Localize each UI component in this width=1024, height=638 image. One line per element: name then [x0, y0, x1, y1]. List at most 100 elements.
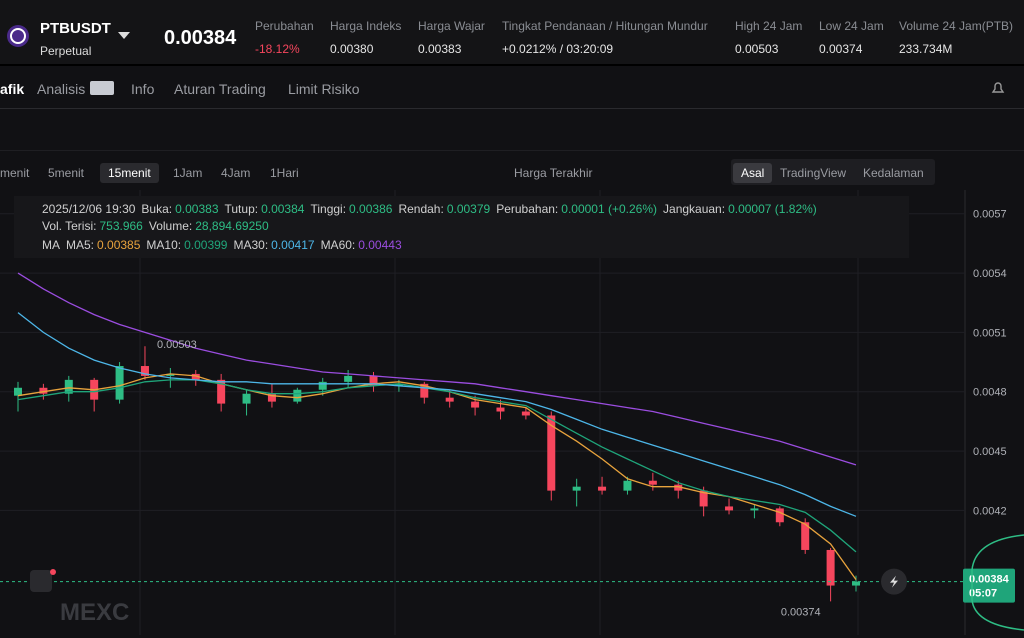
candle-body	[801, 522, 810, 550]
stat-label: Low 24 Jam	[819, 19, 884, 33]
info-text: Tutup:	[224, 202, 259, 216]
info-text: Vol. Terisi:	[42, 219, 97, 233]
info-line: MA MA5: 0.00385 MA10: 0.00399 MA30: 0.00417 MA6…	[42, 238, 408, 252]
candle-body	[293, 389, 302, 402]
candle-body	[394, 383, 403, 386]
countdown: 05:07	[969, 588, 997, 600]
interval-button[interactable]: 5menit	[48, 166, 85, 180]
candle-body	[471, 401, 480, 408]
notice-dot	[50, 569, 56, 575]
high-annotation: 0.00503	[157, 339, 197, 351]
info-text: Volume:	[148, 219, 193, 233]
interval-button[interactable]: 1Hari	[270, 166, 299, 180]
candle-body	[191, 373, 200, 380]
candle-body	[547, 415, 556, 491]
info-text: 0.00386	[349, 202, 393, 216]
candle-body	[648, 480, 657, 485]
stat-label: Tingkat Pendanaan / Hitungan Mundur	[502, 19, 708, 33]
info-text: Jangkauan:	[663, 202, 726, 216]
info-text: 2025/12/06 19:30	[42, 202, 136, 216]
tab[interactable]: Info	[131, 81, 155, 97]
tab[interactable]: Aturan Trading	[174, 81, 266, 97]
ma-line	[17, 312, 857, 517]
info-line: 2025/12/06 19:30 Buka: 0.00383 Tutup: 0.0038…	[42, 202, 823, 216]
info-text: 0.00007 (1.82%)	[728, 202, 817, 216]
candle-body	[445, 397, 454, 402]
info-text: 0.00443	[358, 238, 402, 252]
candle-body	[674, 484, 683, 491]
interval-button[interactable]: 1Jam	[173, 166, 203, 180]
info-text: 0.00399	[184, 238, 228, 252]
candle-body	[39, 387, 48, 394]
price-type[interactable]: Harga Terakhir	[514, 166, 593, 180]
ma-line	[17, 373, 857, 580]
candle-body	[725, 506, 734, 511]
candle-body	[344, 375, 353, 382]
stat-label: Perubahan	[255, 19, 314, 33]
candle-body	[826, 549, 835, 586]
info-text: 0.00379	[446, 202, 491, 216]
tab[interactable]: afik	[0, 81, 25, 97]
candle-body	[318, 381, 327, 390]
tab[interactable]: Limit Risiko	[288, 81, 360, 97]
interval-button[interactable]: 15menit	[100, 163, 159, 183]
candle-body	[750, 508, 759, 511]
stat-label: High 24 Jam	[735, 19, 803, 33]
interval-button[interactable]: 4Jam	[221, 166, 251, 180]
stat-value: 0.00383	[418, 42, 462, 56]
candle-body	[623, 480, 632, 491]
interval-button[interactable]: menit	[0, 166, 30, 180]
last-price-box	[963, 568, 1015, 603]
candle-body	[572, 486, 581, 491]
tab[interactable]: Analisis	[37, 81, 86, 97]
y-tick-label: 0.0051	[973, 327, 1007, 339]
stat-value: 233.734M	[899, 42, 953, 56]
info-text: Tinggi:	[310, 202, 347, 216]
stat-value: 0.00380	[330, 42, 374, 56]
info-text: Rendah:	[398, 202, 444, 216]
candle-body	[521, 411, 530, 416]
low-annotation: 0.00374	[781, 606, 821, 618]
candle-body	[217, 379, 226, 404]
ma-line	[17, 272, 857, 466]
stat-label: Volume 24 Jam(PTB)	[899, 19, 1014, 33]
info-text: MA10:	[146, 238, 182, 252]
view-button[interactable]: TradingView	[780, 166, 847, 180]
depth-curve	[971, 534, 1024, 631]
candle-body	[369, 375, 378, 386]
candle-body	[420, 383, 429, 398]
info-text: 28,894.69250	[195, 219, 269, 233]
stat-value: 0.00374	[819, 42, 863, 56]
info-text: 0.00383	[175, 202, 219, 216]
header	[0, 0, 1024, 66]
info-text: 0.00385	[97, 238, 141, 252]
candle-body	[64, 379, 73, 394]
info-text: MA30:	[233, 238, 269, 252]
info-line: Vol. Terisi: 753.966 Volume: 28,894.69250	[42, 219, 275, 233]
stat-value: -18.12%	[255, 42, 300, 56]
candle-body	[140, 366, 149, 376]
candle-body	[852, 581, 860, 586]
price: 0.00384	[164, 27, 237, 49]
quick-icon	[890, 575, 898, 588]
dropdown-arrow[interactable]	[118, 32, 130, 40]
info-text: 0.00001 (+0.26%)	[561, 202, 658, 216]
candle-body	[166, 373, 175, 376]
stat-label: Harga Indeks	[330, 19, 402, 33]
divider	[0, 108, 1024, 109]
subtitle: Perpetual	[40, 44, 92, 58]
info-text: Buka:	[141, 202, 173, 216]
stat-value: 0.00503	[735, 42, 779, 56]
candle-body	[14, 387, 22, 396]
view-button[interactable]: Kedalaman	[863, 166, 924, 180]
bell-icon[interactable]	[990, 80, 1006, 96]
info-text: MA5:	[66, 238, 95, 252]
candle-body	[699, 490, 708, 507]
info-text: 0.00384	[261, 202, 305, 216]
symbol[interactable]: PTBUSDT	[40, 20, 111, 37]
view-button[interactable]: Asal	[733, 163, 773, 183]
info-text: 753.966	[99, 219, 143, 233]
info-text: MA	[42, 238, 60, 252]
watermark: MEXC	[60, 599, 129, 626]
